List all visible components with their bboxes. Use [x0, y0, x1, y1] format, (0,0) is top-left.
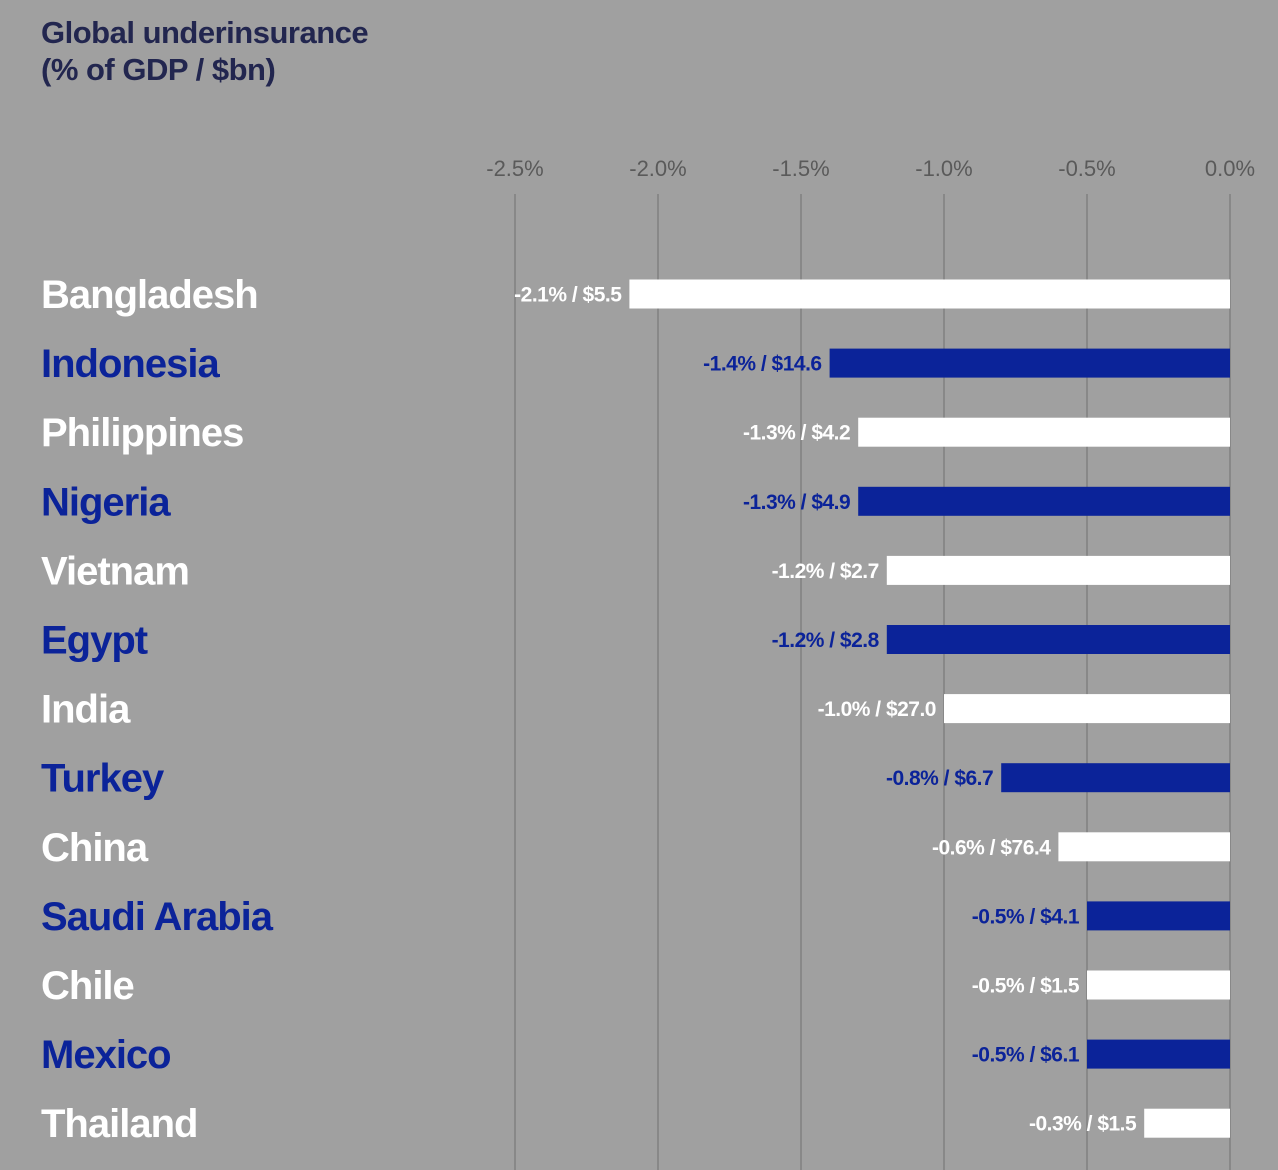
data-label: -1.2% / $2.8	[772, 629, 880, 652]
bar-mexico	[1087, 1039, 1230, 1069]
bar-turkey	[1001, 763, 1230, 793]
x-tick-label: -0.5%	[1058, 156, 1115, 181]
bar-saudi-arabia	[1087, 901, 1230, 931]
bar-thailand	[1144, 1108, 1230, 1138]
bar-chile	[1087, 970, 1230, 1000]
bar-egypt	[886, 625, 1230, 654]
data-label: -0.5% / $4.1	[972, 905, 1080, 928]
data-label: -1.0% / $27.0	[818, 698, 936, 721]
category-label: Mexico	[41, 1033, 171, 1077]
data-label: -0.3% / $1.5	[1029, 1113, 1137, 1136]
category-label: Vietnam	[41, 549, 189, 593]
category-label: Philippines	[41, 411, 243, 455]
data-label: -0.5% / $1.5	[972, 975, 1080, 998]
category-label: Thailand	[41, 1102, 197, 1146]
data-label: -1.3% / $4.2	[743, 422, 850, 445]
chart-title-block: Global underinsurance (% of GDP / $bn)	[41, 14, 369, 88]
data-label: -0.8% / $6.7	[886, 767, 993, 790]
data-label: -1.2% / $2.7	[772, 560, 879, 583]
data-label: -1.4% / $14.6	[703, 353, 821, 376]
x-tick-label: 0.0%	[1205, 156, 1255, 181]
data-label: -1.3% / $4.9	[743, 491, 850, 514]
chart-title: Global underinsurance	[41, 15, 369, 50]
x-tick-label: -1.5%	[772, 156, 829, 181]
bar-nigeria	[858, 486, 1230, 516]
category-label: Turkey	[41, 757, 165, 801]
category-label: Nigeria	[41, 480, 171, 524]
category-label: Egypt	[41, 619, 148, 663]
bar-indonesia	[829, 348, 1230, 378]
data-label: -0.6% / $76.4	[932, 836, 1051, 859]
category-label: Bangladesh	[41, 273, 258, 317]
data-label: -2.1% / $5.5	[514, 284, 622, 307]
bar-philippines	[858, 417, 1230, 447]
bar-india	[944, 694, 1230, 724]
bar-bangladesh	[629, 279, 1230, 309]
bar-vietnam	[886, 555, 1230, 585]
category-label: Indonesia	[41, 342, 220, 386]
category-label: Saudi Arabia	[41, 895, 274, 939]
x-tick-label: -1.0%	[915, 156, 972, 181]
chart-subtitle: (% of GDP / $bn)	[41, 52, 276, 87]
bar-china	[1058, 832, 1230, 862]
category-label: Chile	[41, 964, 134, 1008]
category-label: China	[41, 826, 149, 870]
x-tick-label: -2.0%	[629, 156, 686, 181]
category-label: India	[41, 688, 131, 732]
data-label: -0.5% / $6.1	[972, 1044, 1080, 1067]
x-tick-label: -2.5%	[486, 156, 543, 181]
